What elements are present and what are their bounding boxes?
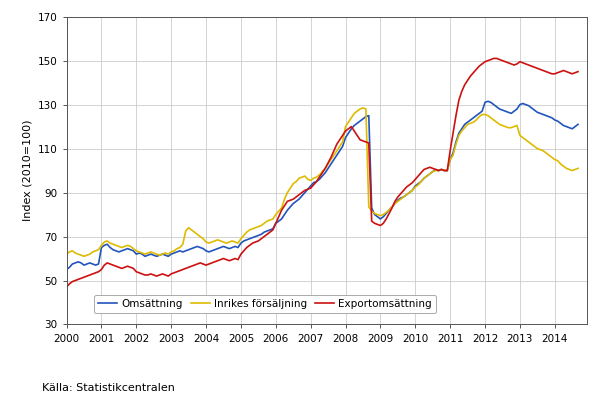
- Inrikes försäljning: [63, 252, 70, 257]
- Exportomsättning: [365, 141, 373, 146]
- Inrikes försäljning: [211, 238, 218, 243]
- Omsättning: [63, 267, 70, 272]
- Exportomsättning: [63, 285, 70, 290]
- Inrikes försäljning: [574, 166, 581, 171]
- Exportomsättning: [574, 69, 581, 74]
- Exportomsättning: [208, 260, 215, 265]
- Inrikes försäljning: [359, 105, 367, 110]
- Legend: Omsättning, Inrikes försäljning, Exportomsättning: Omsättning, Inrikes försäljning, Exporto…: [94, 295, 436, 313]
- Exportomsättning: [502, 59, 509, 64]
- Omsättning: [208, 248, 215, 253]
- Omsättning: [435, 168, 442, 173]
- Line: Exportomsättning: Exportomsättning: [67, 58, 578, 287]
- Omsättning: [574, 122, 581, 127]
- Exportomsättning: [490, 56, 497, 61]
- Line: Inrikes försäljning: Inrikes försäljning: [67, 108, 578, 256]
- Inrikes försäljning: [382, 210, 390, 215]
- Exportomsättning: [435, 168, 442, 173]
- Text: Källa: Statistikcentralen: Källa: Statistikcentralen: [42, 383, 175, 393]
- Omsättning: [377, 216, 384, 221]
- Omsättning: [226, 246, 233, 251]
- Exportomsättning: [377, 223, 384, 228]
- Omsättning: [365, 113, 373, 118]
- Omsättning: [484, 99, 491, 104]
- Inrikes försäljning: [440, 168, 448, 173]
- Inrikes försäljning: [80, 254, 88, 259]
- Inrikes försäljning: [229, 238, 236, 243]
- Inrikes försäljning: [505, 125, 512, 130]
- Line: Omsättning: Omsättning: [67, 101, 578, 270]
- Inrikes försäljning: [371, 211, 378, 216]
- Exportomsättning: [226, 258, 233, 263]
- Omsättning: [502, 109, 509, 114]
- Y-axis label: Index (2010=100): Index (2010=100): [22, 120, 32, 221]
